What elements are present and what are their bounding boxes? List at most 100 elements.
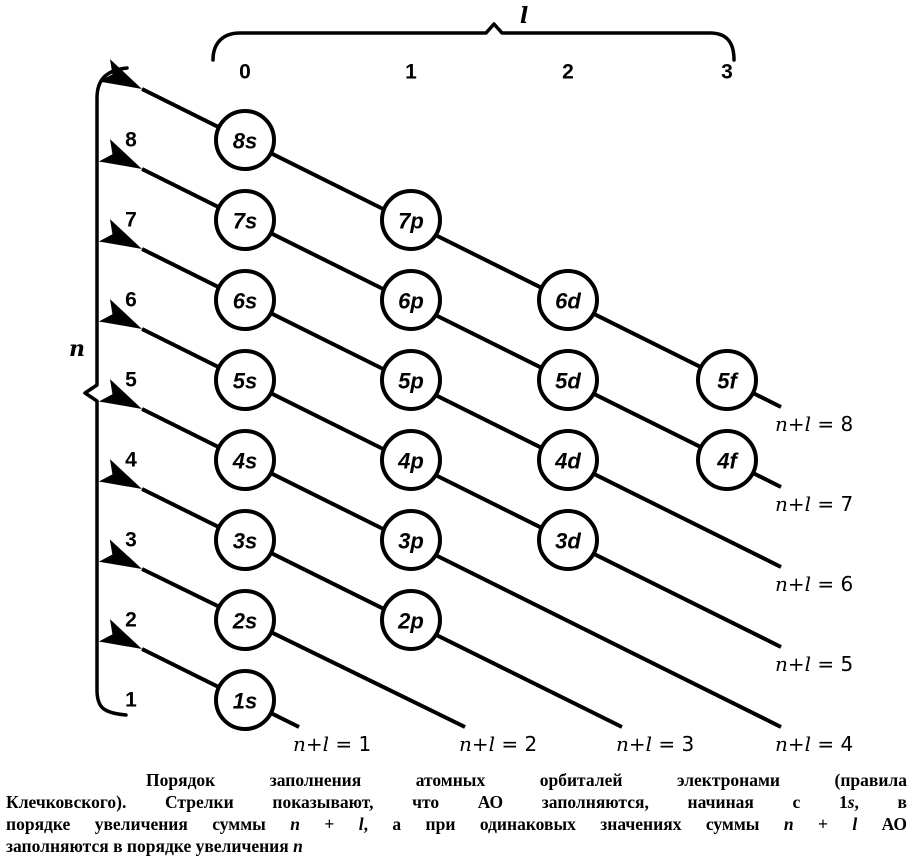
sum-label-7: n+l = 7 bbox=[775, 492, 853, 516]
n-tick-4: 4 bbox=[125, 449, 137, 472]
orbital-label-1s: 1s bbox=[233, 689, 257, 714]
caption-text: , в bbox=[854, 792, 907, 812]
sum-label-italic-part: n+l bbox=[293, 732, 329, 756]
caption-line-1: Порядок заполнения атомных орбиталей эле… bbox=[6, 769, 907, 791]
n-tick-1: 1 bbox=[125, 689, 137, 712]
sum-label-value-part: = 2 bbox=[495, 732, 537, 756]
n-tick-3: 3 bbox=[125, 529, 137, 552]
orbital-node-6d bbox=[537, 269, 599, 331]
caption-text: заполняются в порядке увеличения bbox=[6, 836, 294, 856]
orbital-label-4s: 4s bbox=[232, 449, 257, 474]
orbital-label-5d: 5d bbox=[555, 369, 581, 394]
orbital-node-7p bbox=[380, 189, 442, 251]
caption-text: + bbox=[793, 814, 853, 834]
caption-italic-term: n bbox=[783, 814, 794, 834]
orbital-label-5p: 5p bbox=[398, 369, 424, 394]
caption-italic-term: n bbox=[290, 814, 300, 834]
caption-text: Порядок заполнения атомных орбиталей эле… bbox=[146, 770, 907, 790]
orbital-node-5d bbox=[537, 349, 599, 411]
orbital-label-2s: 2s bbox=[232, 609, 257, 634]
orbital-node-6p bbox=[380, 269, 442, 331]
orbital-node-5p bbox=[380, 349, 442, 411]
caption-text: Клечковского). Стрелки показывают, что А… bbox=[6, 792, 848, 812]
orbital-node-2s bbox=[214, 589, 276, 651]
caption-italic-term: s bbox=[847, 792, 855, 812]
orbital-label-7s: 7s bbox=[233, 209, 257, 234]
orbital-node-3d bbox=[537, 509, 599, 571]
n-axis-brace bbox=[83, 66, 129, 717]
orbital-node-5s bbox=[214, 349, 276, 411]
sum-label-italic-part: n+l bbox=[459, 732, 495, 756]
orbital-label-4p: 4p bbox=[397, 449, 424, 474]
l-tick-2: 2 bbox=[562, 61, 574, 84]
n-tick-5: 5 bbox=[125, 369, 137, 392]
caption-line-4: заполняются в порядке увеличения n bbox=[6, 835, 907, 857]
sum-label-1: n+l = 1 bbox=[293, 732, 371, 756]
sum-label-italic-part: n+l bbox=[775, 572, 811, 596]
sum-label-4: n+l = 4 bbox=[775, 732, 853, 756]
orbital-label-4d: 4d bbox=[554, 449, 581, 474]
filling-order-arrow-sum-2 bbox=[98, 539, 466, 729]
caption-line-3: порядке увеличения суммы n + l, а при од… bbox=[6, 813, 907, 835]
caption-italic-term: l bbox=[358, 814, 364, 834]
orbital-node-7s bbox=[214, 189, 276, 251]
orbital-label-6d: 6d bbox=[555, 289, 581, 314]
sum-label-italic-part: n+l bbox=[775, 492, 811, 516]
sum-label-6: n+l = 6 bbox=[775, 572, 853, 596]
caption-italic-term: n bbox=[293, 836, 303, 856]
sum-label-2: n+l = 2 bbox=[459, 732, 537, 756]
caption-line-2: Клечковского). Стрелки показывают, что А… bbox=[6, 791, 907, 813]
sum-label-italic-part: n+l bbox=[616, 732, 652, 756]
l-tick-0: 0 bbox=[239, 61, 251, 84]
n-axis-label: n bbox=[69, 336, 85, 362]
caption-italic-term: l bbox=[852, 814, 858, 834]
sum-label-value-part: = 1 bbox=[329, 732, 371, 756]
sum-label-3: n+l = 3 bbox=[616, 732, 694, 756]
sum-label-5: n+l = 5 bbox=[775, 652, 853, 676]
orbital-node-3s bbox=[214, 509, 276, 571]
caption-text: порядке увеличения суммы bbox=[6, 814, 291, 834]
sum-label-value-part: = 5 bbox=[811, 652, 853, 676]
orbital-label-7p: 7p bbox=[398, 209, 424, 234]
orbital-node-4s bbox=[214, 429, 276, 491]
n-tick-8: 8 bbox=[125, 129, 137, 152]
orbital-label-5f: 5f bbox=[717, 369, 739, 394]
sum-label-italic-part: n+l bbox=[775, 732, 811, 756]
l-axis-brace bbox=[211, 22, 736, 62]
orbital-node-3p bbox=[380, 509, 442, 571]
n-tick-7: 7 bbox=[125, 209, 137, 232]
orbital-label-3d: 3d bbox=[555, 529, 581, 554]
orbital-filling-diagram: l n 0 1 2 3 1 2 3 4 5 6 7 8 1s 2s 2p 3s 3p 3d 4s 4p 4d 4f 5s 5p 5… bbox=[69, 3, 853, 756]
sum-label-value-part: = 7 bbox=[811, 492, 853, 516]
orbital-label-2p: 2p bbox=[397, 609, 424, 634]
orbital-node-6s bbox=[214, 269, 276, 331]
l-tick-1: 1 bbox=[405, 61, 417, 84]
sum-label-italic-part: n+l bbox=[775, 652, 811, 676]
orbital-label-6p: 6p bbox=[398, 289, 424, 314]
orbital-node-8s bbox=[214, 109, 276, 171]
figure-caption: Порядок заполнения атомных орбиталей эле… bbox=[6, 769, 907, 857]
orbital-node-5f bbox=[696, 349, 758, 411]
sum-label-value-part: = 8 bbox=[811, 412, 853, 436]
orbital-label-5s: 5s bbox=[233, 369, 257, 394]
sum-label-value-part: = 4 bbox=[811, 732, 853, 756]
orbital-label-8s: 8s bbox=[233, 129, 257, 154]
sum-label-italic-part: n+l bbox=[775, 412, 811, 436]
orbital-node-4f bbox=[696, 429, 758, 491]
n-tick-2: 2 bbox=[125, 609, 137, 632]
orbital-node-4p bbox=[380, 429, 442, 491]
orbital-node-1s bbox=[214, 669, 276, 731]
caption-text: + bbox=[299, 814, 359, 834]
orbital-label-4f: 4f bbox=[716, 449, 739, 474]
sum-label-8: n+l = 8 bbox=[775, 412, 853, 436]
orbital-label-3s: 3s bbox=[233, 529, 257, 554]
caption-text: , а при одинаковых значениях суммы bbox=[363, 814, 784, 834]
sum-label-value-part: = 3 bbox=[652, 732, 694, 756]
orbital-node-2p bbox=[380, 589, 442, 651]
n-tick-6: 6 bbox=[125, 289, 137, 312]
orbital-label-3p: 3p bbox=[398, 529, 424, 554]
l-tick-3: 3 bbox=[721, 61, 733, 84]
caption-text: АО bbox=[857, 814, 907, 834]
l-axis-label: l bbox=[520, 3, 528, 29]
